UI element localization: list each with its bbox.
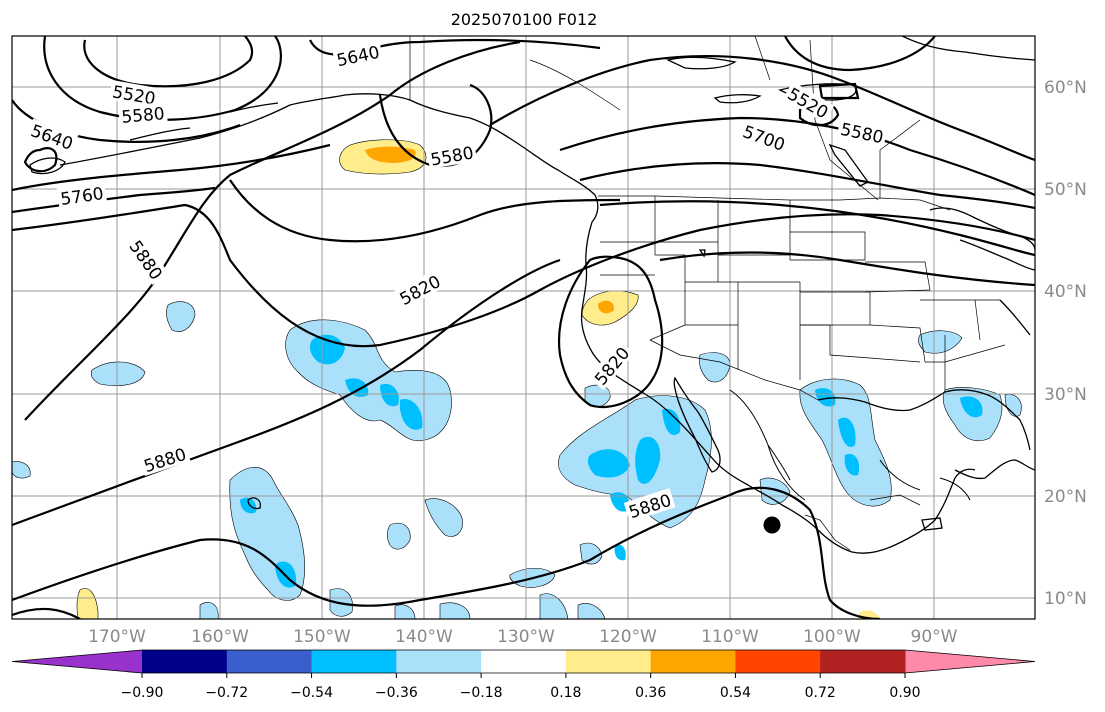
svg-text:5580: 5580 [121, 104, 166, 128]
longitude-label: 130°W [497, 627, 555, 647]
colorbar-tick-label: −0.54 [290, 685, 333, 701]
colorbar-segment [735, 650, 821, 673]
longitude-label: 160°W [191, 627, 249, 647]
longitude-label: 90°W [911, 627, 958, 647]
colorbar-segment [142, 650, 228, 673]
latitude-label: 40°N [1044, 282, 1087, 302]
colorbar-segment [396, 650, 482, 673]
colorbar-labels: −0.90 −0.72 −0.54 −0.36 −0.18 0.18 0.36 0.54 0.7… [121, 673, 921, 701]
colorbar-tick-label: −0.18 [460, 685, 503, 701]
colorbar-segment [311, 650, 397, 673]
latitude-label: 60°N [1044, 78, 1087, 98]
colorbar-segment [226, 650, 313, 673]
colorbar-tick-label: 0.54 [720, 685, 751, 701]
colorbar-segment [905, 650, 1035, 673]
colorbar-tick-label: 0.72 [805, 685, 836, 701]
longitude-label: 100°W [803, 627, 861, 647]
colorbar-tick-label: 0.90 [889, 685, 920, 701]
longitude-label: 170°W [88, 627, 146, 647]
map-title: 2025070100 F012 [450, 10, 598, 29]
colorbar-segment [12, 650, 142, 673]
colorbar-segment [481, 650, 567, 673]
map-frame [11, 35, 1036, 620]
colorbar-tick-label: −0.36 [375, 685, 418, 701]
latitude-labels: 60°N 50°N 40°N 30°N 20°N 10°N [1044, 78, 1087, 609]
latitude-label: 20°N [1044, 487, 1087, 507]
colorbar-tick-label: −0.72 [205, 685, 248, 701]
longitude-label: 140°W [395, 627, 453, 647]
latitude-label: 10°N [1044, 589, 1087, 609]
colorbar-segment [650, 650, 736, 673]
colorbar-tick-label: 0.36 [635, 685, 666, 701]
storm-center-dot [763, 516, 781, 534]
contour-label: 5580 [118, 101, 168, 128]
mexico-coast [729, 389, 971, 501]
latitude-label: 50°N [1044, 180, 1087, 200]
longitude-label: 110°W [701, 627, 759, 647]
longitude-label: 150°W [293, 627, 351, 647]
height-contours [12, 36, 1035, 619]
colorbar-segment [820, 650, 906, 673]
longitude-labels: 170°W 160°W 150°W 140°W 130°W 120°W 110°W 100°W… [88, 627, 958, 647]
latitude-label: 30°N [1044, 385, 1087, 405]
colorbar-segment [565, 650, 652, 673]
colorbar-tick-label: −0.90 [121, 685, 164, 701]
longitude-label: 120°W [599, 627, 657, 647]
colorbar [11, 649, 1036, 674]
political-borders [409, 36, 1006, 551]
colorbar-tick-label: 0.18 [550, 685, 581, 701]
